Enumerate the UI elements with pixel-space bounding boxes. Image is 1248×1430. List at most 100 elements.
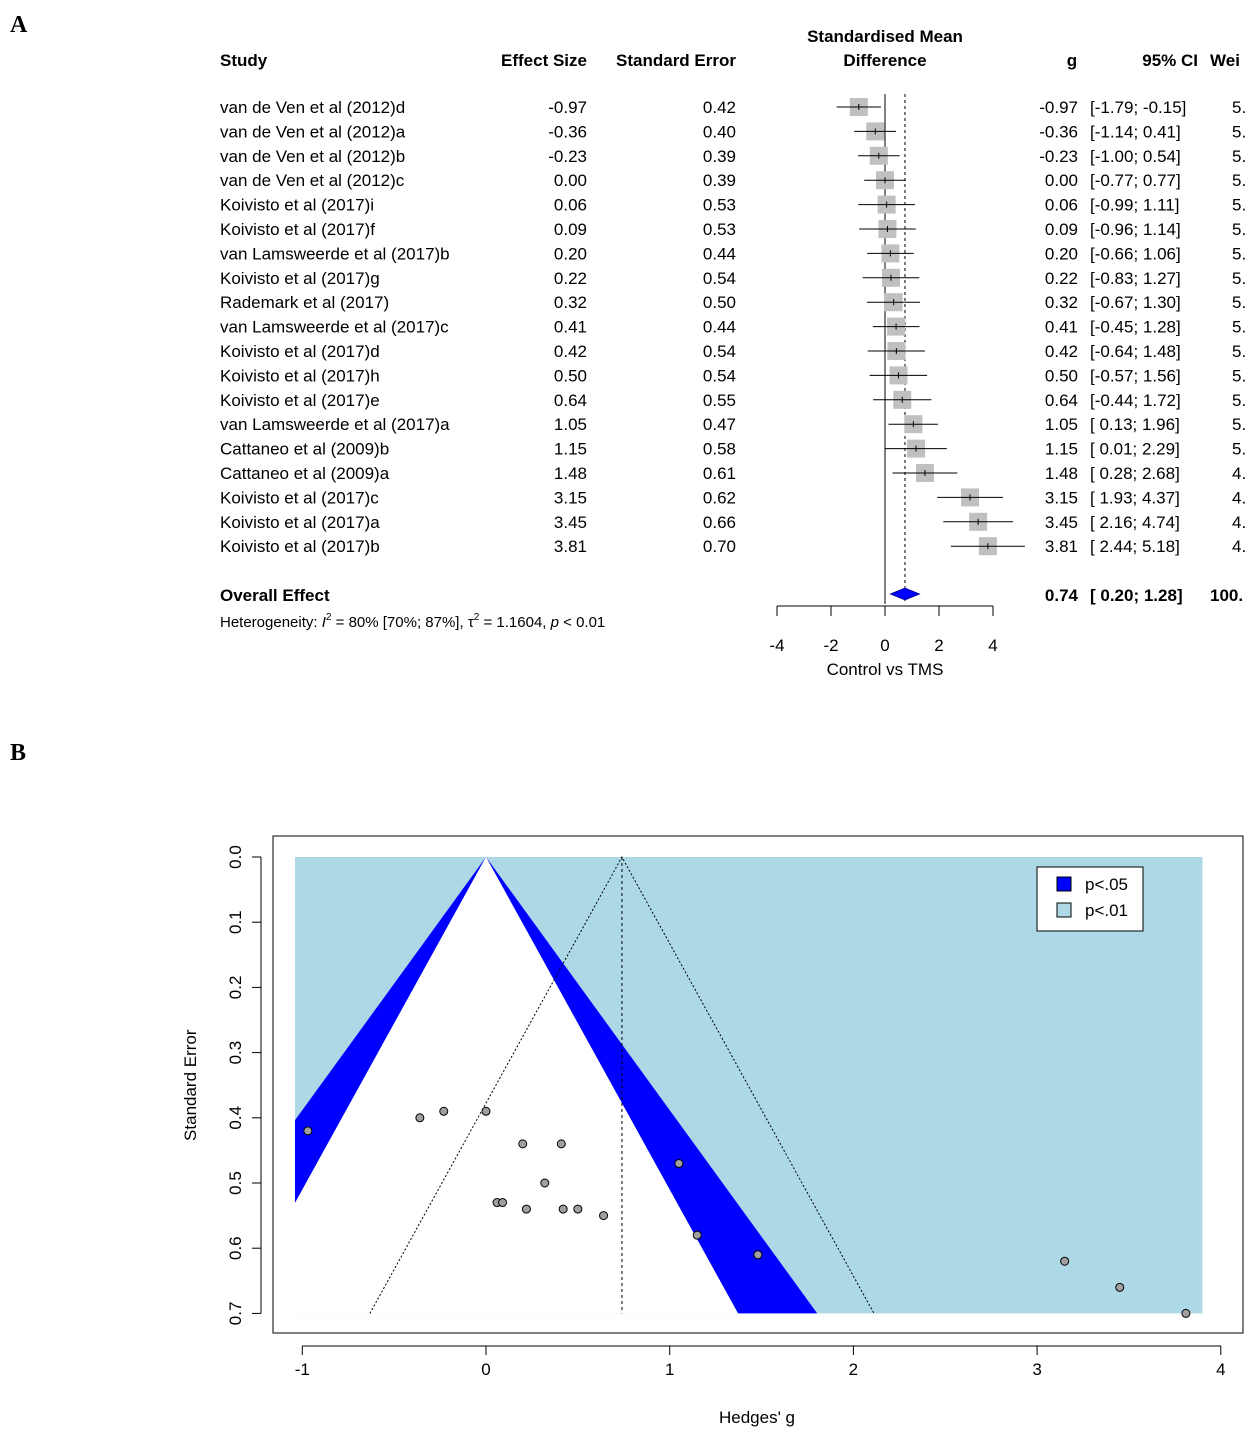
- study-weight: 4.: [1232, 464, 1246, 483]
- study-point: [573, 1204, 583, 1214]
- study-g: 0.64: [1045, 391, 1078, 410]
- study-g: 0.42: [1045, 342, 1078, 361]
- study-point: [439, 1106, 449, 1116]
- overall-label: Overall Effect: [220, 586, 330, 605]
- study-ci: [-0.77; 0.77]: [1090, 171, 1181, 190]
- study-name: Cattaneo et al (2009)b: [220, 440, 389, 459]
- study-weight: 5.: [1232, 147, 1246, 166]
- study-ci: [ 1.93; 4.37]: [1090, 488, 1180, 507]
- x-tick-label: 2: [934, 636, 943, 655]
- study-point: [1115, 1282, 1125, 1292]
- study-standard-error: 0.40: [703, 122, 736, 141]
- study-ci: [-0.57; 1.56]: [1090, 366, 1181, 385]
- study-ci: [ 0.28; 2.68]: [1090, 464, 1180, 483]
- x-tick-label: 4: [988, 636, 997, 655]
- study-standard-error: 0.44: [703, 318, 736, 337]
- study-name: Koivisto et al (2017)e: [220, 391, 380, 410]
- overall-diamond: [889, 587, 921, 601]
- study-effect-size: 1.48: [554, 464, 587, 483]
- study-effect-size: 0.50: [554, 366, 587, 385]
- study-standard-error: 0.70: [703, 537, 736, 556]
- i2-value: = 80% [70%; 87%],: [331, 614, 467, 631]
- study-ci: [ 2.16; 4.74]: [1090, 513, 1180, 532]
- nonsignificant-region: [234, 857, 738, 1314]
- study-ci: [-0.66; 1.06]: [1090, 244, 1181, 263]
- study-point: [540, 1178, 550, 1188]
- i2-symbol: I: [322, 614, 326, 631]
- legend: p<.05 p<.01: [1036, 866, 1144, 932]
- study-ci: [-0.96; 1.14]: [1090, 220, 1181, 239]
- study-g: 0.32: [1045, 293, 1078, 312]
- x-tick-label: -4: [769, 636, 784, 655]
- overall-ci: [ 0.20; 1.28]: [1090, 586, 1183, 605]
- study-effect-size: 3.81: [554, 537, 587, 556]
- study-point: [692, 1230, 702, 1240]
- study-name: Koivisto et al (2017)h: [220, 366, 380, 385]
- study-point: [753, 1250, 763, 1260]
- study-name: van Lamsweerde et al (2017)a: [220, 415, 450, 434]
- study-g: 3.15: [1045, 488, 1078, 507]
- study-standard-error: 0.58: [703, 440, 736, 459]
- forest-plot: Study Effect Size Standard Error Standardis…: [220, 27, 1246, 679]
- y-tick-label: 0.6: [226, 1236, 245, 1260]
- p-value: < 0.01: [559, 614, 605, 631]
- study-weight: 5.: [1232, 366, 1246, 385]
- study-weight: 5.: [1232, 440, 1246, 459]
- study-g: -0.97: [1039, 98, 1078, 117]
- study-weight: 5.: [1232, 342, 1246, 361]
- study-effect-size: 0.20: [554, 244, 587, 263]
- study-point: [303, 1126, 313, 1136]
- heterogeneity-text: Heterogeneity: I2 = 80% [70%; 87%], τ2 =…: [220, 612, 605, 631]
- y-tick-label: 0.4: [226, 1106, 245, 1130]
- x-axis-title: Control vs TMS: [827, 660, 944, 679]
- study-g: 3.45: [1045, 513, 1078, 532]
- study-g: 1.15: [1045, 440, 1078, 459]
- study-weight: 5.: [1232, 415, 1246, 434]
- x-axis-title: Hedges' g: [719, 1408, 795, 1427]
- study-standard-error: 0.54: [703, 366, 736, 385]
- study-weight: 5.: [1232, 269, 1246, 288]
- header-g: g: [1067, 51, 1077, 70]
- y-tick-label: 0.2: [226, 976, 245, 1000]
- study-name: Koivisto et al (2017)a: [220, 513, 380, 532]
- study-effect-size: -0.97: [548, 98, 587, 117]
- study-weight: 5.: [1232, 391, 1246, 410]
- study-weight: 5.: [1232, 98, 1246, 117]
- study-point: [521, 1204, 531, 1214]
- study-point: [674, 1158, 684, 1168]
- x-tick-label: 4: [1216, 1360, 1225, 1379]
- study-weight: 5.: [1232, 293, 1246, 312]
- study-point: [498, 1198, 508, 1208]
- study-effect-size: 0.09: [554, 220, 587, 239]
- study-effect-size: 0.32: [554, 293, 587, 312]
- study-ci: [-0.45; 1.28]: [1090, 318, 1181, 337]
- header-effect-size: Effect Size: [501, 51, 587, 70]
- study-name: van Lamsweerde et al (2017)c: [220, 318, 449, 337]
- study-name: Koivisto et al (2017)d: [220, 342, 380, 361]
- study-standard-error: 0.39: [703, 147, 736, 166]
- study-g: 1.05: [1045, 415, 1078, 434]
- study-ci: [ 0.01; 2.29]: [1090, 440, 1180, 459]
- study-effect-size: 0.00: [554, 171, 587, 190]
- study-name: Koivisto et al (2017)g: [220, 269, 380, 288]
- study-ci: [-0.83; 1.27]: [1090, 269, 1181, 288]
- study-effect-size: 1.15: [554, 440, 587, 459]
- x-tick-label: 3: [1032, 1360, 1041, 1379]
- study-effect-size: 0.42: [554, 342, 587, 361]
- study-standard-error: 0.44: [703, 244, 736, 263]
- study-name: Koivisto et al (2017)i: [220, 196, 374, 215]
- plot-frame: [272, 835, 1244, 1334]
- study-standard-error: 0.62: [703, 488, 736, 507]
- study-standard-error: 0.50: [703, 293, 736, 312]
- study-g: -0.23: [1039, 147, 1078, 166]
- study-ci: [ 2.44; 5.18]: [1090, 537, 1180, 556]
- study-standard-error: 0.47: [703, 415, 736, 434]
- study-name: Cattaneo et al (2009)a: [220, 464, 390, 483]
- x-tick-label: -2: [823, 636, 838, 655]
- study-ci: [-0.67; 1.30]: [1090, 293, 1181, 312]
- study-g: 0.41: [1045, 318, 1078, 337]
- study-weight: 5.: [1232, 171, 1246, 190]
- study-weight: 5.: [1232, 220, 1246, 239]
- study-effect-size: 3.45: [554, 513, 587, 532]
- study-effect-size: 1.05: [554, 415, 587, 434]
